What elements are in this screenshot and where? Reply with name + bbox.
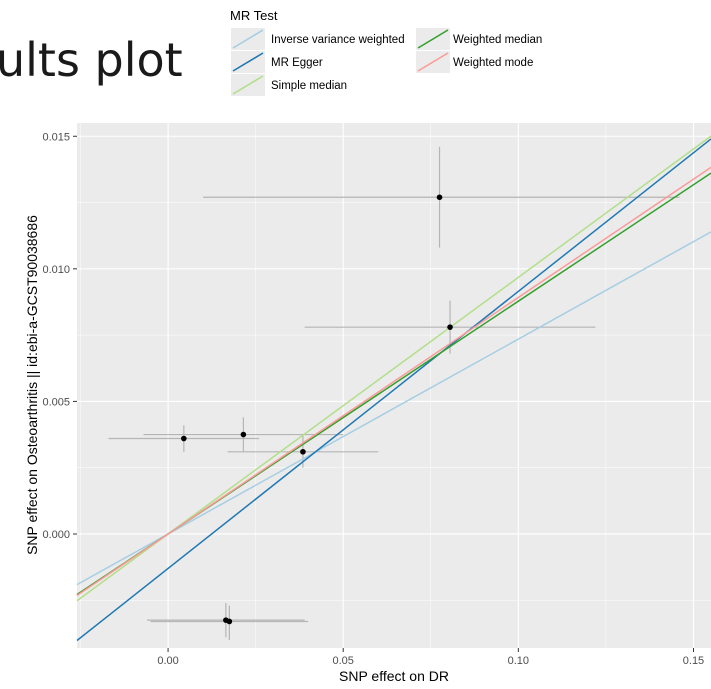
legend-key-line bbox=[232, 75, 264, 95]
snp-point bbox=[181, 435, 187, 442]
snp-point bbox=[226, 618, 233, 625]
x-tick-label: 0.05 bbox=[332, 655, 353, 667]
snp-point bbox=[240, 431, 247, 438]
snp-point bbox=[447, 324, 453, 330]
grid bbox=[77, 123, 711, 648]
legend-key-line bbox=[232, 52, 264, 72]
x-axis-ticks: 0.00 0.05 0.10 0.15 bbox=[157, 648, 704, 667]
x-tick-label: 0.15 bbox=[683, 655, 704, 667]
legend-title: MR Test bbox=[230, 8, 278, 23]
y-tick-label: 0.015 bbox=[42, 131, 70, 143]
snp-points bbox=[181, 194, 453, 625]
y-tick-label: 0.010 bbox=[42, 264, 70, 276]
y-axis-title: SNP effect on Osteoarthritis || id:ebi-a… bbox=[24, 215, 40, 555]
legend: MR Test Inverse variance weighted MR Egge… bbox=[230, 8, 542, 96]
snp-point bbox=[300, 448, 306, 455]
page-title-fragment: ults plot bbox=[0, 33, 183, 87]
fit-line-inverse-variance-weighted bbox=[76, 231, 711, 586]
legend-entry-weighted-mode: Weighted mode bbox=[416, 51, 533, 73]
fit-line-mr-egger bbox=[76, 138, 711, 642]
legend-label: Weighted mode bbox=[453, 57, 533, 69]
legend-entry-simple-median: Simple median bbox=[231, 74, 347, 96]
legend-label: Inverse variance weighted bbox=[271, 34, 405, 46]
legend-label: Weighted median bbox=[453, 34, 542, 46]
y-axis-ticks: 0.000 0.005 0.010 0.015 bbox=[42, 131, 77, 541]
legend-entry-weighted-median: Weighted median bbox=[416, 28, 542, 50]
legend-key-line bbox=[232, 29, 264, 49]
snp-point bbox=[436, 194, 443, 201]
mr-fit-lines bbox=[76, 135, 711, 642]
y-tick-label: 0.000 bbox=[42, 529, 70, 541]
legend-entry-inverse-variance-weighted: Inverse variance weighted bbox=[231, 28, 405, 50]
legend-label: Simple median bbox=[271, 80, 347, 92]
x-tick-label: 0.10 bbox=[508, 655, 529, 667]
plot-panel bbox=[77, 123, 711, 648]
x-tick-label: 0.00 bbox=[157, 655, 178, 667]
x-axis-title: SNP effect on DR bbox=[339, 668, 449, 684]
legend-label: MR Egger bbox=[271, 57, 323, 69]
fit-line-weighted-mode bbox=[76, 166, 711, 597]
legend-key-line bbox=[417, 29, 449, 49]
legend-key-line bbox=[417, 52, 449, 72]
legend-entry-mr-egger: MR Egger bbox=[231, 51, 323, 73]
y-tick-label: 0.005 bbox=[42, 396, 70, 408]
